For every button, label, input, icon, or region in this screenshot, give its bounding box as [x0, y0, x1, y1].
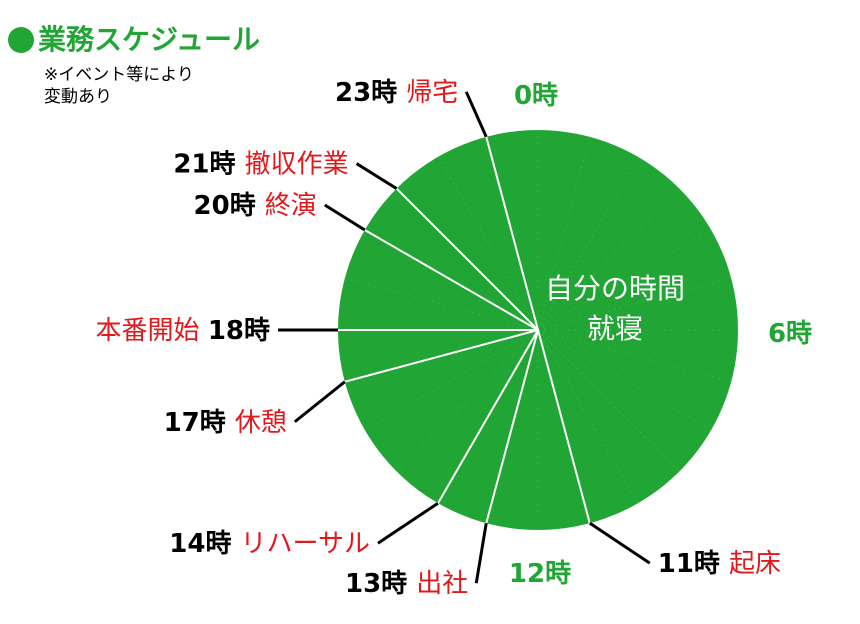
- chart-note: ※イベント等により 変動あり: [44, 64, 194, 108]
- segment-boundary-line: [395, 187, 539, 331]
- event-label: 23時 帰宅: [335, 78, 458, 108]
- leader-line: [355, 162, 398, 190]
- leader-line: [323, 203, 366, 232]
- event-time: 18時: [208, 316, 270, 346]
- event-time: 11時: [658, 549, 729, 579]
- center-label-line-2: 就寝: [587, 312, 643, 345]
- segment-boundary-line: [537, 329, 591, 524]
- event-time: 13時: [345, 569, 416, 599]
- event-name: 起床: [729, 549, 781, 579]
- event-time: 14時: [169, 529, 240, 559]
- title-text: 業務スケジュール: [38, 23, 261, 56]
- event-label: 14時 リハーサル: [169, 529, 370, 559]
- event-label: 20時 終演: [194, 191, 317, 221]
- event-time: 23時: [335, 78, 406, 108]
- event-label: 11時 起床: [658, 549, 781, 579]
- note-line-2: 変動あり: [44, 87, 112, 107]
- event-time: 21時: [173, 150, 244, 180]
- leader-line: [588, 521, 651, 565]
- event-time: 20時: [194, 191, 265, 221]
- event-label: 13時 出社: [345, 569, 468, 599]
- center-label-line-1: 自分の時間: [545, 272, 685, 305]
- event-name: 終演: [265, 191, 317, 221]
- event-name: 出社: [416, 569, 468, 599]
- segment-boundary-line: [437, 329, 539, 504]
- title-bullet-icon: [8, 27, 34, 53]
- segment-boundary-line: [485, 136, 539, 331]
- hour-tick-label: 12時: [509, 559, 571, 589]
- event-name: 本番開始: [96, 316, 208, 346]
- leader-line: [464, 91, 488, 138]
- event-name: 撤収作業: [245, 150, 349, 180]
- chart-title: 業務スケジュール: [8, 18, 260, 58]
- event-label: 本番開始 18時: [96, 316, 270, 346]
- note-line-1: ※イベント等により: [44, 65, 194, 85]
- segment-boundary-line: [344, 329, 539, 383]
- event-label: 17時 休憩: [164, 408, 287, 438]
- event-name: 帰宅: [406, 78, 458, 108]
- leader-line: [377, 501, 439, 545]
- hour-tick-label: 6時: [768, 319, 812, 349]
- segment-boundary-line: [364, 229, 539, 331]
- leader-line: [293, 380, 346, 423]
- leader-line: [474, 522, 488, 584]
- event-name: リハーサル: [241, 529, 370, 559]
- event-time: 17時: [164, 408, 235, 438]
- segment-boundary-line: [485, 329, 539, 524]
- event-name: 休憩: [235, 408, 287, 438]
- hour-tick-label: 0時: [514, 81, 558, 111]
- event-label: 21時 撤収作業: [173, 150, 348, 180]
